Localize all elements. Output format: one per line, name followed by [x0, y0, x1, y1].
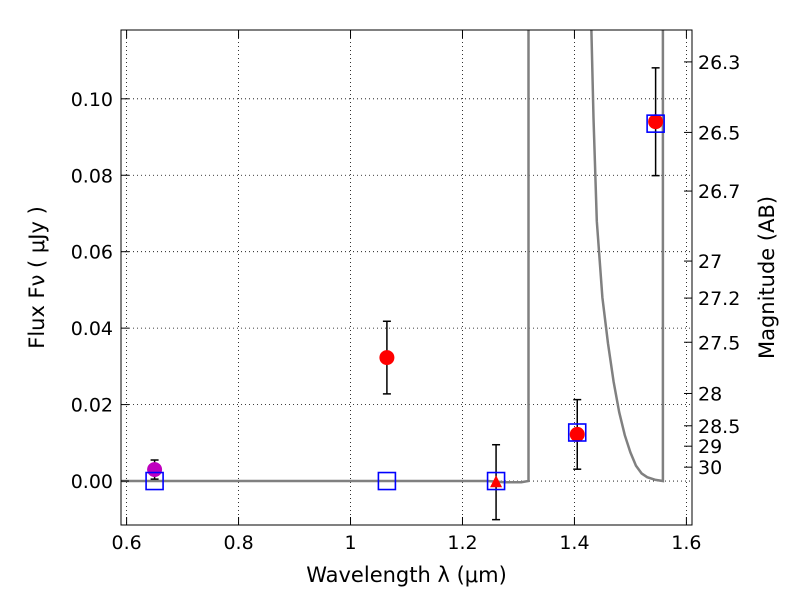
data-point-square	[646, 114, 665, 133]
magnitude-tick-label: 28.5	[698, 416, 740, 438]
y-tick-label: 0.06	[71, 242, 113, 264]
plot-frame	[120, 29, 693, 526]
data-point-circle	[379, 350, 395, 366]
y-tick-label: 0.08	[71, 165, 113, 187]
x-tick-label: 1.6	[671, 532, 701, 554]
x-tick-label: 0.6	[111, 532, 141, 554]
model-curve	[121, 30, 665, 484]
magnitude-tick-label: 28	[698, 383, 722, 405]
y-axis-ticks: 0.00 0.02 0.04 0.06 0.08 0.10	[71, 89, 129, 493]
magnitude-tick-label: 27	[698, 251, 722, 273]
data-point-circle	[648, 114, 664, 130]
y-tick-label: 0.00	[71, 471, 113, 493]
x-axis-title: Wavelength λ (μm)	[306, 563, 507, 587]
x-tick-label: 1	[344, 532, 356, 554]
magnitude-tick-label: 26.3	[698, 52, 740, 74]
data-point-square	[567, 423, 587, 442]
y-tick-label: 0.02	[71, 395, 113, 417]
data-markers	[145, 114, 665, 491]
x-tick-label: 0.8	[223, 532, 253, 554]
magnitude-tick-label: 26.7	[698, 181, 740, 203]
y-axis-title: Flux Fν ( μJy )	[25, 206, 49, 349]
error-bars	[150, 67, 660, 521]
data-point-square	[486, 471, 506, 491]
magnitude-tick-label: 29	[698, 436, 722, 458]
data-point-square	[145, 471, 164, 491]
magnitude-tick-label: 27.5	[698, 332, 740, 354]
data-point-square	[377, 471, 397, 491]
data-point-triangle	[490, 475, 503, 488]
grid-lines	[121, 30, 692, 525]
model-curve-group	[121, 30, 665, 484]
magnitude-tick-label: 27.2	[698, 288, 740, 310]
y-tick-label: 0.04	[71, 318, 113, 340]
x-tick-label: 1.2	[447, 532, 477, 554]
x-tick-label: 1.4	[559, 532, 589, 554]
y-tick-label: 0.10	[71, 89, 113, 111]
data-point-circle	[147, 462, 163, 478]
data-point-circle	[569, 426, 585, 442]
magnitude-tick-label: 30	[698, 457, 722, 479]
x-axis-ticks: 0.6 0.8 1 1.2 1.4 1.6	[111, 30, 702, 554]
magnitude-tick-label: 26.5	[698, 122, 740, 144]
magnitude-axis-title: Magnitude (AB)	[755, 196, 779, 359]
